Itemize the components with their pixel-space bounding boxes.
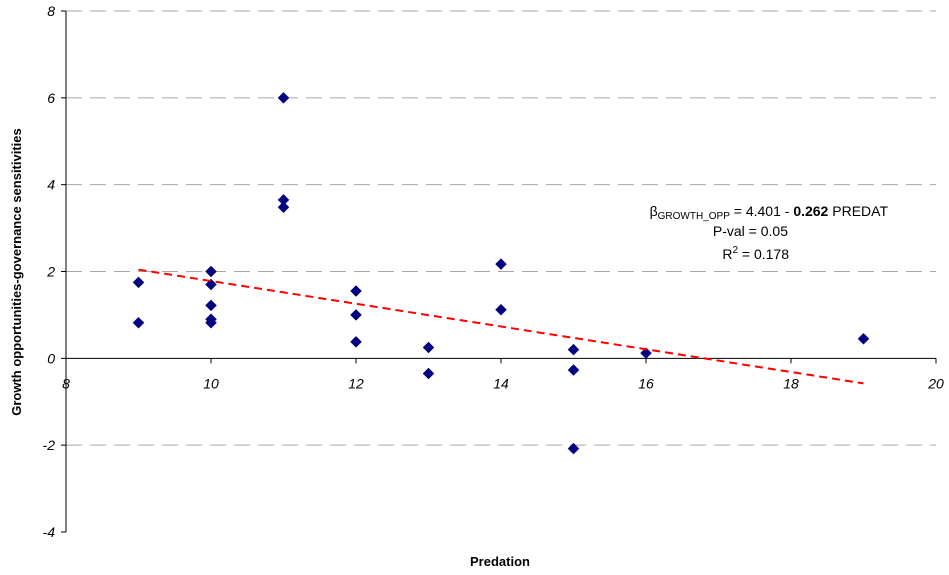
data-points — [132, 91, 870, 455]
p-value: P-val = 0.05 — [713, 223, 788, 239]
data-point-14 — [422, 367, 435, 380]
x-axis-ticks: 8 10 12 14 16 18 20 — [62, 358, 944, 391]
data-point-13 — [422, 341, 435, 354]
data-point-19 — [567, 442, 580, 455]
equation-prefix: = 4.401 - — [730, 203, 793, 219]
data-point-17 — [567, 343, 580, 356]
r2-suffix: = 0.178 — [738, 246, 789, 262]
x-tick-label-1: 10 — [203, 375, 219, 391]
equation-slope: 0.262 — [793, 203, 828, 219]
y-tick-label-5: 6 — [47, 90, 55, 106]
y-tick-label-3: 2 — [46, 264, 55, 280]
data-point-3 — [205, 278, 217, 291]
r2-superscript: 2 — [732, 245, 738, 256]
y-axis-title: Growth opportunities-governance sensitiv… — [9, 128, 24, 416]
equation-suffix: PREDAT — [828, 203, 888, 219]
x-tick-label-3: 14 — [493, 375, 509, 391]
r2-prefix: R — [722, 246, 732, 262]
data-point-15 — [495, 258, 507, 270]
regression-equation: βGROWTH_OPP = 4.401 - 0.262 PREDAT — [650, 203, 889, 222]
x-tick-label-4: 16 — [638, 375, 654, 391]
trend-line — [138, 268, 864, 385]
r-squared: R2 = 0.178 — [722, 245, 789, 262]
y-axis-ticks: -4 -2 0 2 4 6 8 — [43, 3, 66, 540]
y-tick-label-4: 4 — [47, 177, 55, 193]
x-tick-label-6: 20 — [927, 375, 944, 391]
y-tick-label-0: -4 — [43, 524, 56, 540]
beta-symbol: β — [650, 203, 658, 219]
x-tick-label-5: 18 — [783, 375, 799, 391]
x-tick-label-2: 12 — [348, 375, 364, 391]
data-point-12 — [350, 335, 362, 348]
data-point-4 — [205, 299, 217, 312]
data-point-16 — [495, 303, 507, 316]
data-point-11 — [350, 309, 362, 321]
data-point-21 — [857, 332, 870, 345]
data-point-7 — [277, 91, 290, 104]
data-point-6 — [205, 316, 217, 329]
data-point-2 — [205, 265, 217, 278]
data-point-18 — [567, 364, 580, 376]
data-point-10 — [350, 285, 362, 297]
data-point-20 — [640, 347, 652, 359]
x-axis-title: Predation — [470, 554, 530, 569]
x-tick-label-0: 8 — [62, 375, 70, 391]
data-point-0 — [132, 276, 145, 289]
y-tick-label-6: 8 — [47, 3, 55, 19]
data-point-9 — [277, 201, 290, 214]
data-point-1 — [132, 316, 145, 329]
beta-subscript: GROWTH_OPP — [658, 211, 731, 222]
regression-annotation: βGROWTH_OPP = 4.401 - 0.262 PREDAT P-val… — [650, 203, 889, 262]
y-tick-label-1: -2 — [43, 437, 56, 453]
y-tick-label-2: 0 — [47, 350, 55, 366]
